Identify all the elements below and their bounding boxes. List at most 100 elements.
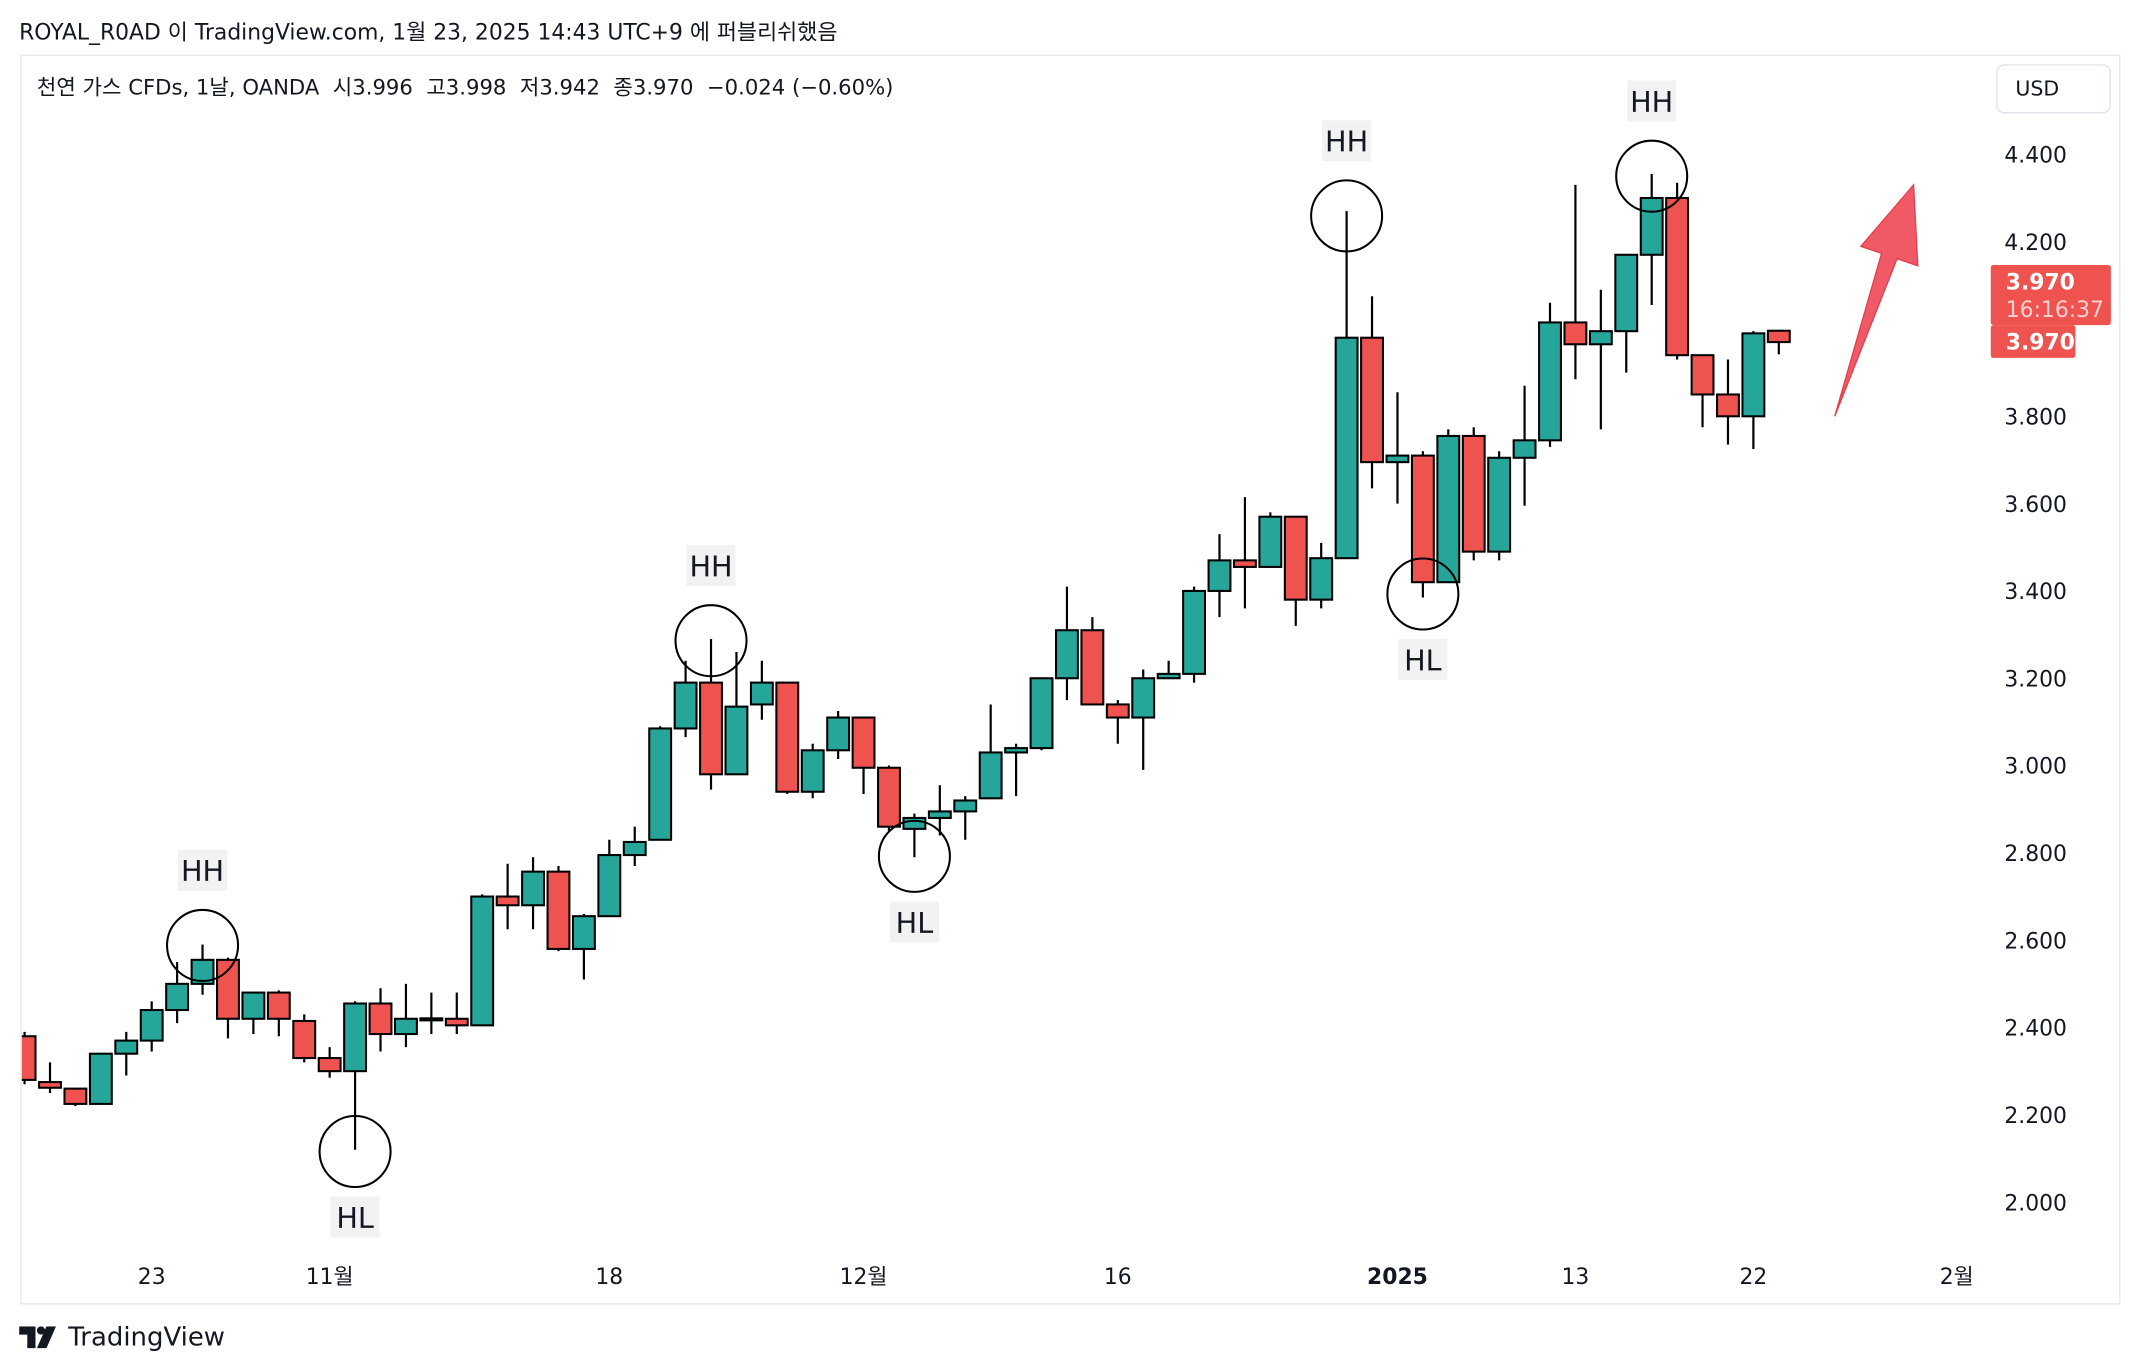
- candle-up[interactable]: [139, 1009, 164, 1042]
- candle-down[interactable]: [444, 1017, 469, 1027]
- candle-up[interactable]: [826, 716, 851, 752]
- candle-up[interactable]: [673, 681, 698, 730]
- candle-down[interactable]: [775, 681, 800, 793]
- candle-up[interactable]: [114, 1039, 139, 1055]
- candle-up[interactable]: [1741, 332, 1766, 418]
- candle-down[interactable]: [368, 1002, 393, 1036]
- candle-down[interactable]: [1410, 454, 1435, 584]
- candle-down[interactable]: [1461, 434, 1486, 553]
- candle-up[interactable]: [1182, 589, 1207, 675]
- price-axis-label: 2.800: [2004, 842, 2067, 867]
- annotation-circle[interactable]: [1386, 557, 1460, 631]
- annotation-circle[interactable]: [318, 1114, 392, 1189]
- candle-down[interactable]: [1080, 629, 1105, 706]
- candle-down[interactable]: [1766, 329, 1791, 344]
- candle-up[interactable]: [1334, 336, 1359, 560]
- currency-button[interactable]: USD: [1996, 64, 2111, 114]
- time-axis-label: 18: [595, 1265, 623, 1290]
- symbol-name[interactable]: 천연 가스 CFDs, 1날, OANDA: [36, 75, 320, 100]
- candle-down[interactable]: [877, 766, 901, 828]
- candle-up[interactable]: [1512, 439, 1537, 459]
- candle-down[interactable]: [1563, 321, 1588, 346]
- candle-up[interactable]: [1055, 629, 1079, 680]
- candle-up[interactable]: [419, 1017, 444, 1022]
- candle-down[interactable]: [1690, 354, 1715, 396]
- low-value: 저3.942: [519, 75, 600, 100]
- candle-up[interactable]: [927, 810, 952, 819]
- candle-up[interactable]: [953, 799, 978, 813]
- candle-up[interactable]: [571, 915, 596, 950]
- annotation-label-hl[interactable]: HL: [896, 906, 934, 940]
- tradingview-logo-icon: [19, 1326, 56, 1349]
- up-arrow-drawing[interactable]: [1834, 183, 1919, 417]
- candle-up[interactable]: [1538, 321, 1562, 442]
- candle-up[interactable]: [190, 958, 215, 985]
- candle-down[interactable]: [1665, 196, 1690, 357]
- candle-up[interactable]: [1156, 672, 1181, 680]
- candle-up[interactable]: [622, 840, 647, 857]
- candle-up[interactable]: [902, 816, 927, 830]
- tradingview-logo[interactable]: TradingView: [19, 1322, 225, 1352]
- candle-up[interactable]: [88, 1052, 113, 1105]
- annotation-circle[interactable]: [1615, 139, 1689, 213]
- price-axis-label: 3.400: [2004, 580, 2067, 605]
- candle-up[interactable]: [648, 727, 673, 841]
- candle-down[interactable]: [317, 1057, 342, 1073]
- candle-up[interactable]: [393, 1017, 418, 1036]
- candle-up[interactable]: [1309, 557, 1334, 601]
- candle-up[interactable]: [749, 681, 774, 706]
- candle-down[interactable]: [1105, 703, 1130, 719]
- candle-down[interactable]: [699, 681, 723, 776]
- candle-up[interactable]: [1639, 196, 1664, 256]
- candle-up[interactable]: [241, 991, 266, 1020]
- candles-group: [14, 174, 1791, 1150]
- annotation-label-hl[interactable]: HL: [336, 1201, 374, 1235]
- candle-down[interactable]: [38, 1081, 62, 1089]
- candle-up[interactable]: [165, 982, 190, 1012]
- candle-down[interactable]: [495, 895, 520, 907]
- candle-up[interactable]: [1131, 677, 1156, 719]
- candle-up[interactable]: [1487, 456, 1512, 553]
- last-price-value: 3.970: [2005, 329, 2075, 356]
- candle-up[interactable]: [1588, 330, 1613, 346]
- candle-up[interactable]: [800, 749, 825, 793]
- annotation-label-hh[interactable]: HH: [689, 549, 732, 583]
- candle-up[interactable]: [470, 895, 495, 1027]
- annotation-circle[interactable]: [1310, 179, 1384, 253]
- candle-up[interactable]: [1004, 747, 1029, 754]
- price-axis-label: 3.000: [2004, 755, 2067, 780]
- candle-up[interactable]: [1385, 454, 1410, 464]
- candle-down[interactable]: [63, 1087, 88, 1105]
- annotation-circle[interactable]: [674, 604, 748, 678]
- candle-down[interactable]: [266, 991, 291, 1020]
- candle-up[interactable]: [1258, 515, 1283, 568]
- candle-down[interactable]: [1232, 559, 1257, 568]
- annotation-circle[interactable]: [166, 908, 240, 982]
- candle-up[interactable]: [597, 854, 622, 918]
- candle-down[interactable]: [546, 870, 571, 950]
- footer-brand: TradingView: [68, 1322, 226, 1353]
- candle-down[interactable]: [216, 958, 240, 1020]
- candle-down[interactable]: [851, 716, 876, 769]
- candle-up[interactable]: [1207, 559, 1232, 592]
- candle-down[interactable]: [14, 1035, 37, 1081]
- annotation-label-bg: [1322, 120, 1372, 162]
- candle-down[interactable]: [1283, 515, 1308, 601]
- annotation-circle[interactable]: [877, 819, 951, 893]
- candle-down[interactable]: [1360, 336, 1384, 464]
- candle-up[interactable]: [343, 1002, 368, 1073]
- candle-up[interactable]: [724, 705, 749, 776]
- annotation-label-hh[interactable]: HH: [1630, 85, 1673, 119]
- candle-up[interactable]: [1436, 434, 1461, 584]
- candle-down[interactable]: [292, 1019, 317, 1060]
- candle-down[interactable]: [1716, 393, 1740, 418]
- candle-up[interactable]: [1614, 253, 1639, 333]
- annotation-label-hh[interactable]: HH: [181, 854, 224, 888]
- candle-up[interactable]: [1029, 677, 1054, 750]
- candle-up[interactable]: [978, 751, 1003, 800]
- annotation-label-hh[interactable]: HH: [1325, 125, 1368, 159]
- annotation-label-hl[interactable]: HL: [1404, 643, 1442, 677]
- price-countdown-tag: 3.970 16:16:37: [1990, 265, 2111, 326]
- candle-up[interactable]: [521, 870, 545, 907]
